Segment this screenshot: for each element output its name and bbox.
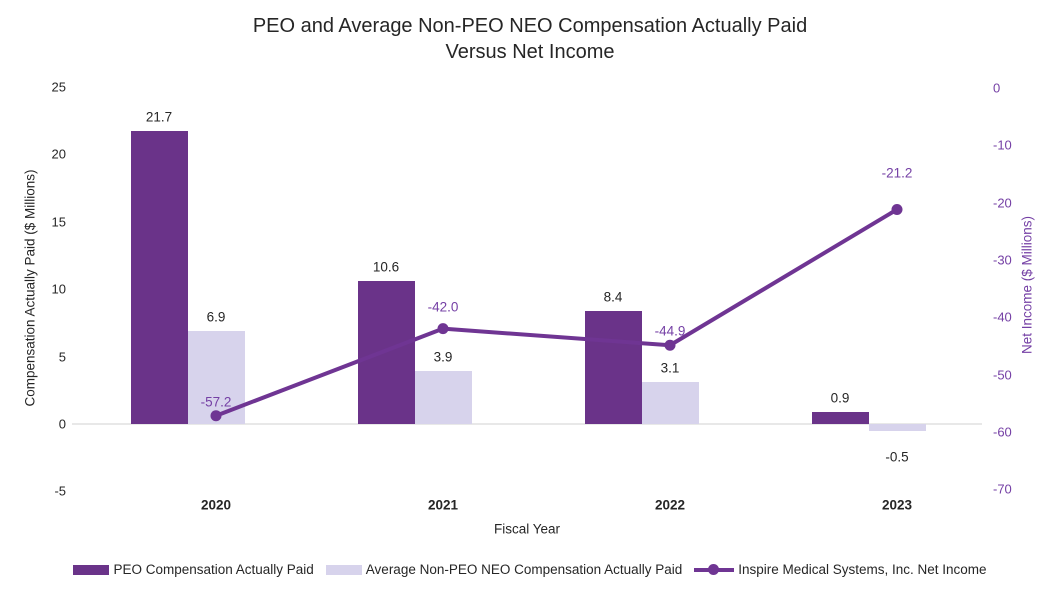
right-axis-tick: -20 — [993, 195, 1012, 211]
left-axis-tick: 20 — [51, 146, 66, 162]
peo-bar — [357, 281, 415, 424]
neo-bar — [187, 330, 245, 424]
legend-item-peo: PEO Compensation Actually Paid — [73, 562, 314, 577]
peo-bar-value-label: 10.6 — [372, 259, 400, 275]
right-axis-tick: -40 — [993, 309, 1012, 325]
chart-title-line2: Versus Net Income — [445, 41, 615, 63]
legend-label-peo: PEO Compensation Actually Paid — [113, 562, 314, 577]
right-axis-tick: -30 — [993, 252, 1012, 268]
net-income-value-label: -42.0 — [427, 299, 459, 315]
net-income-value-label: -21.2 — [881, 165, 913, 181]
net-income-marker — [891, 203, 903, 215]
legend-label-net-income: Inspire Medical Systems, Inc. Net Income — [738, 562, 987, 577]
category-label: 2020 — [200, 497, 232, 513]
legend-item-net-income: Inspire Medical Systems, Inc. Net Income — [694, 562, 987, 577]
peo-bar-value-label: 21.7 — [145, 109, 173, 125]
neo-bar-value-label: 3.1 — [660, 360, 680, 376]
legend-swatch-neo-bar — [325, 564, 362, 575]
net-income-value-label: -44.9 — [654, 323, 686, 339]
right-axis-tick: -10 — [993, 137, 1012, 153]
right-axis-title: Net Income ($ Millions) — [1019, 215, 1035, 355]
neo-bar — [641, 382, 699, 424]
neo-bar-value-label: -0.5 — [885, 449, 909, 465]
right-axis-tick: -70 — [993, 481, 1012, 497]
neo-bar — [414, 371, 472, 424]
legend: PEO Compensation Actually Paid Average N… — [0, 562, 1060, 577]
net-income-marker — [664, 339, 676, 351]
left-axis-tick: 15 — [51, 214, 66, 230]
legend-label-neo: Average Non-PEO NEO Compensation Actuall… — [365, 562, 683, 577]
net-income-value-label: -57.2 — [200, 394, 232, 410]
right-axis-tick: 0 — [993, 80, 1001, 96]
legend-swatch-net-income-line — [694, 564, 735, 576]
x-axis-title: Fiscal Year — [493, 521, 561, 537]
chart-title-line1: PEO and Average Non-PEO NEO Compensation… — [252, 15, 808, 37]
category-label: 2021 — [427, 497, 459, 513]
category-label: 2023 — [881, 497, 913, 513]
right-axis-tick: -60 — [993, 424, 1012, 440]
peo-bar — [584, 310, 642, 424]
left-axis-tick: -5 — [54, 483, 66, 499]
legend-marker-icon — [708, 564, 720, 575]
left-axis-tick: 0 — [58, 416, 66, 432]
legend-swatch-peo-bar — [73, 564, 110, 575]
zero-axis-line — [72, 423, 982, 425]
left-axis-tick: 5 — [58, 349, 66, 365]
peo-bar — [130, 131, 188, 424]
net-income-marker — [437, 323, 449, 335]
left-axis-tick: 25 — [51, 79, 66, 95]
left-axis-tick: 10 — [51, 281, 66, 297]
net-income-line — [214, 207, 899, 418]
peo-bar-value-label: 8.4 — [603, 289, 623, 305]
neo-bar-value-label: 3.9 — [433, 349, 453, 365]
peo-bar-value-label: 0.9 — [830, 390, 850, 406]
neo-bar — [868, 424, 926, 431]
category-label: 2022 — [654, 497, 686, 513]
neo-bar-value-label: 6.9 — [206, 309, 226, 325]
chart-title: PEO and Average Non-PEO NEO Compensation… — [0, 13, 1060, 65]
legend-item-neo: Average Non-PEO NEO Compensation Actuall… — [325, 562, 683, 577]
right-axis-tick: -50 — [993, 367, 1012, 382]
peo-bar — [811, 411, 869, 424]
